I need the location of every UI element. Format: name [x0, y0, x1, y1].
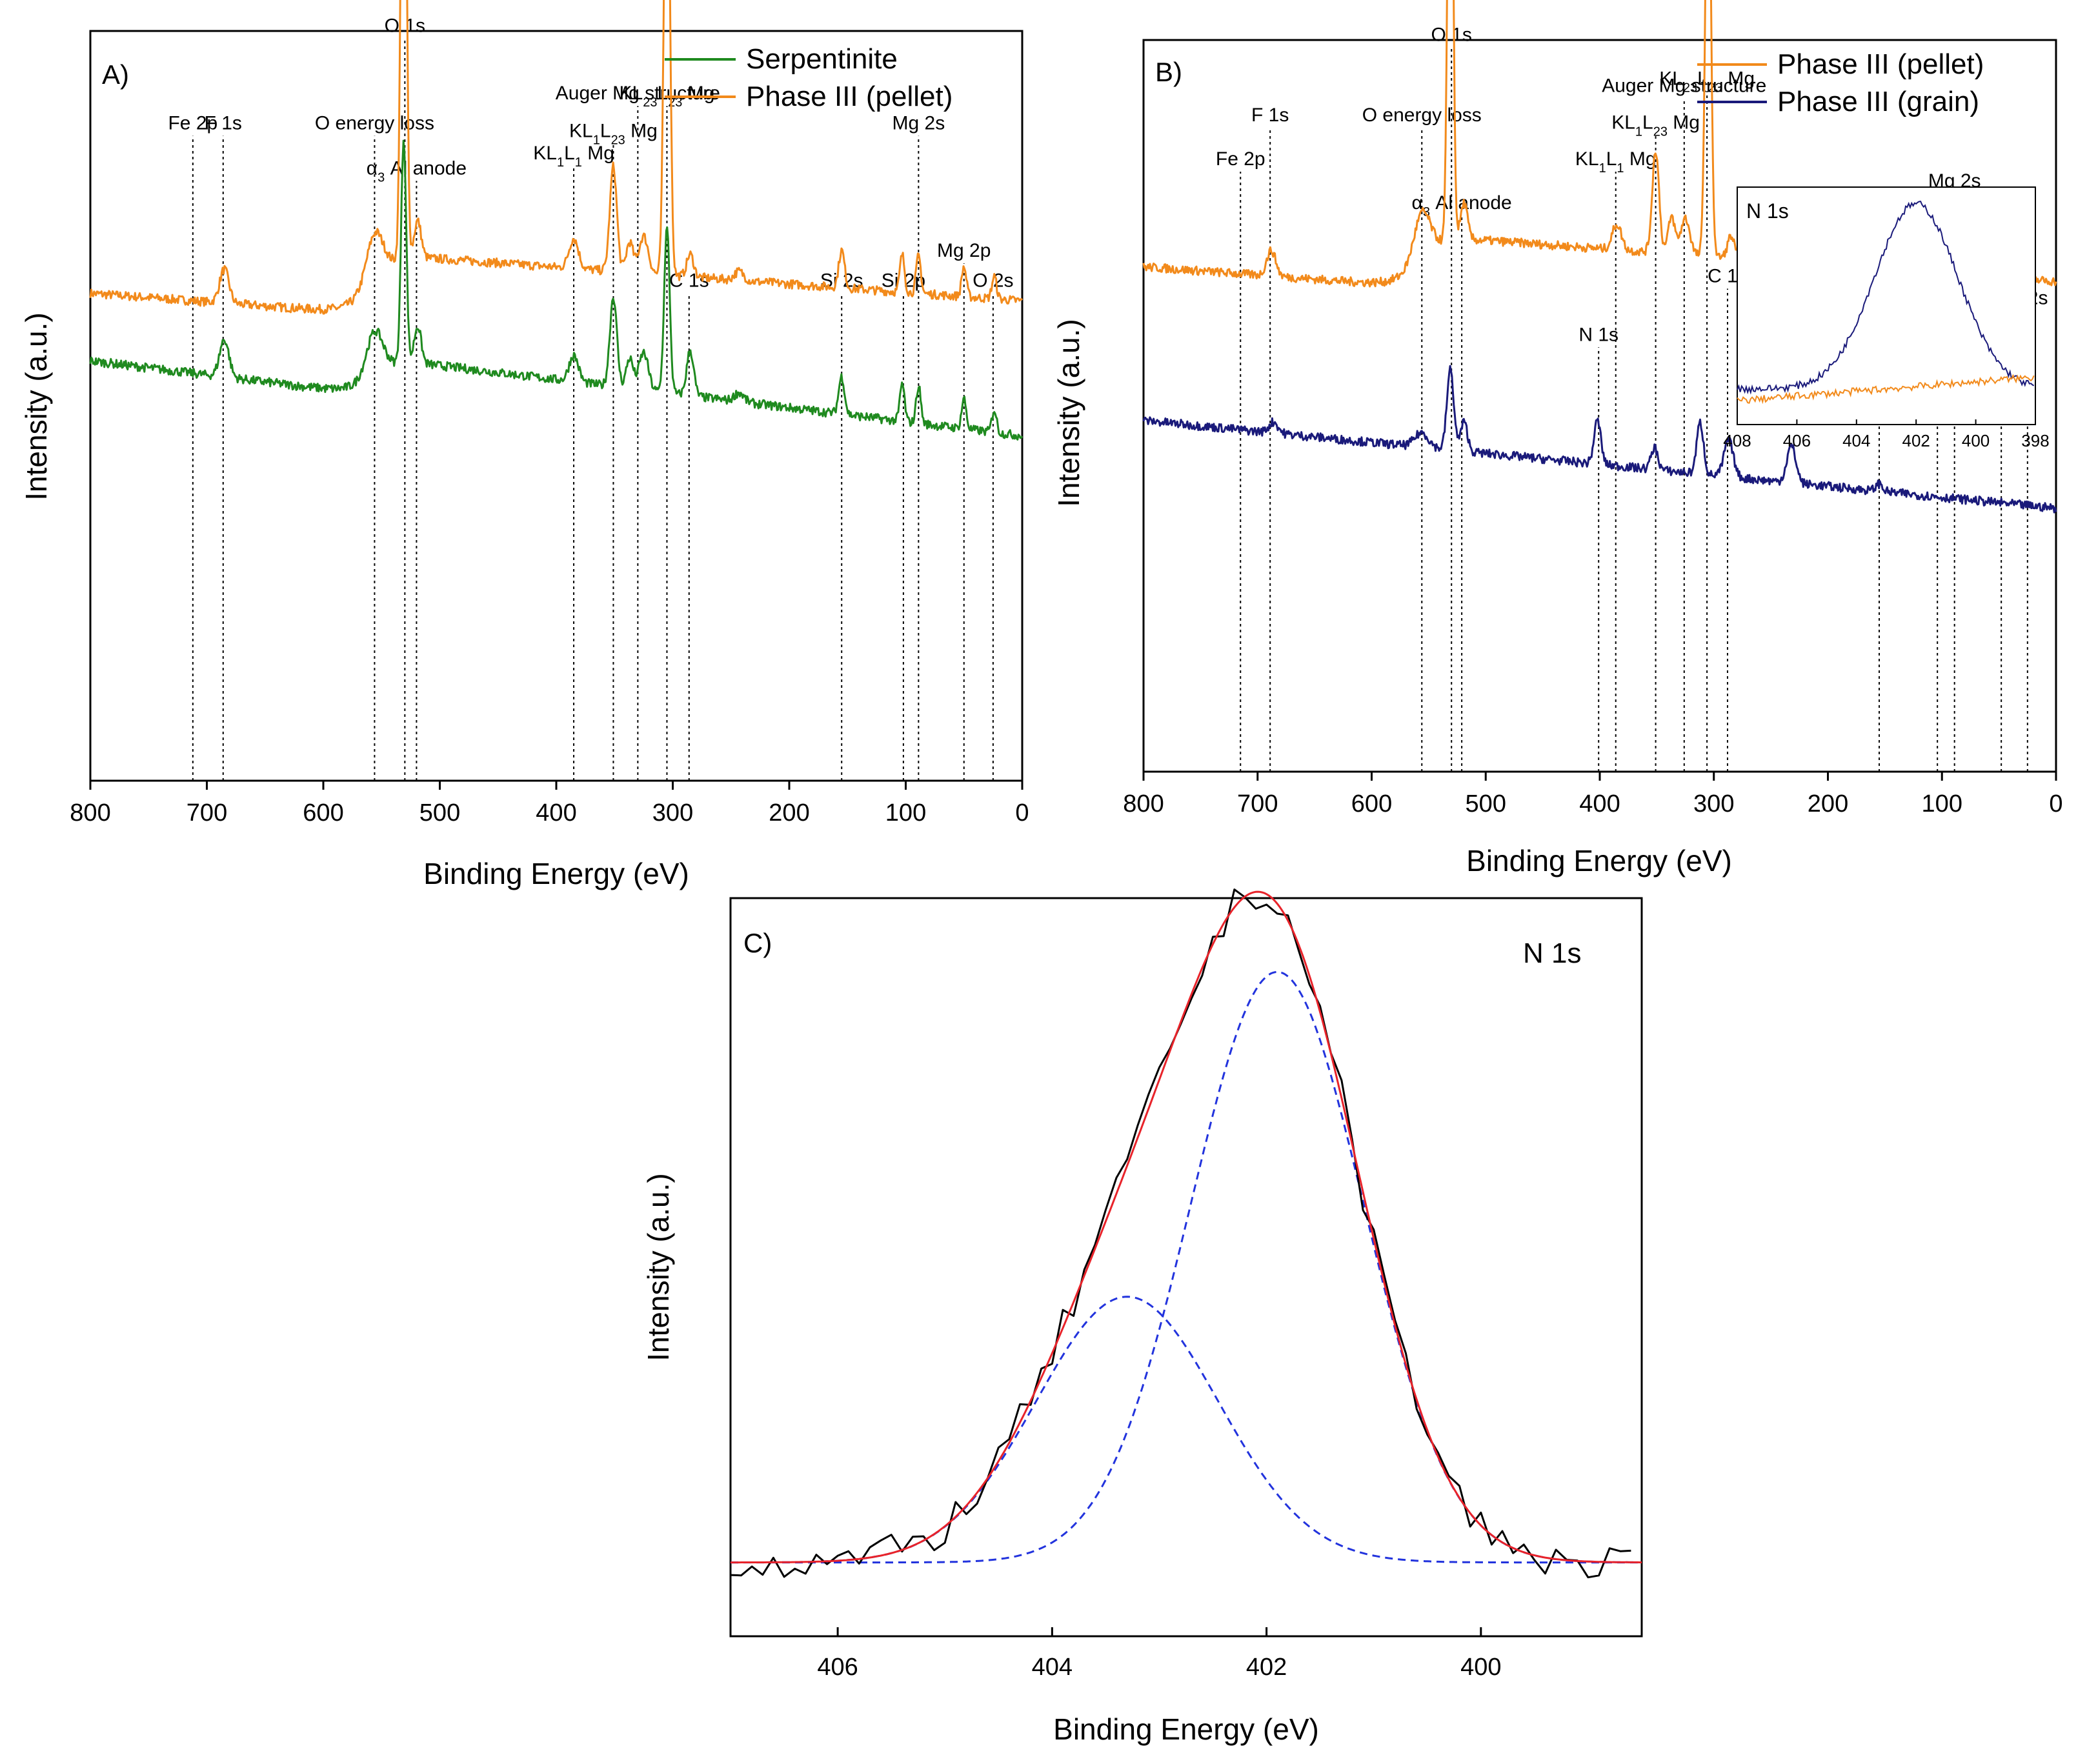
series-line-serpentinite	[89, 139, 1023, 441]
x-tick-label-404: 404	[1032, 1654, 1073, 1681]
x-tick-label-800: 800	[70, 799, 110, 827]
peak-label-auger-mg-structure: Auger Mg structure	[556, 83, 720, 104]
x-tick-label-700: 700	[187, 799, 227, 827]
inset-x-tick-label-408: 408	[1723, 431, 1751, 450]
panel-b: B) Binding Energy (eV) Intensity (a.u.) …	[1052, 0, 2063, 877]
peak-label-o-energy-loss: O energy loss	[1362, 105, 1482, 126]
x-tick-label-400: 400	[536, 799, 576, 827]
panel-c-frame	[729, 897, 1643, 1638]
panel-a-x-axis-title: Binding Energy (eV)	[423, 857, 689, 890]
x-tick-label-400: 400	[1579, 790, 1620, 817]
x-tick-label-200: 200	[1808, 790, 1848, 817]
x-tick-label-0: 0	[2049, 790, 2062, 817]
legend-label-phase-iii-grain: Phase III (grain)	[1777, 86, 1979, 117]
panel-a: A) Binding Energy (eV) Intensity (a.u.) …	[19, 0, 1029, 890]
series-line-phase-iii-grain	[1142, 365, 2057, 514]
panel-a-series	[89, 0, 1023, 441]
peak-label-mg-2s: Mg 2s	[892, 113, 945, 134]
legend-label-phase-iii-pellet: Phase III (pellet)	[746, 81, 953, 112]
x-tick-label-600: 600	[1351, 790, 1392, 817]
peak-label-kl1l1-mg: KL1L1 Mg	[533, 143, 614, 170]
x-tick-label-100: 100	[1922, 790, 1962, 817]
panel-c-label: C)	[743, 928, 772, 958]
x-tick-label-600: 600	[303, 799, 343, 827]
inset-x-tick-label-402: 402	[1902, 431, 1930, 450]
inset-title: N 1s	[1746, 199, 1789, 223]
x-tick-label-800: 800	[1123, 790, 1164, 817]
x-tick-label-200: 200	[769, 799, 809, 827]
peak-label-o-1s: O 1s	[385, 15, 425, 37]
peak-label-fe-2p: Fe 2p	[168, 113, 217, 134]
inset-x-tick-label-400: 400	[1962, 431, 1990, 450]
x-tick-label-100: 100	[885, 799, 926, 827]
peak-label-kl1l23-mg: KL1L23 Mg	[569, 120, 658, 147]
x-tick-label-300: 300	[1693, 790, 1734, 817]
inset-series	[1737, 200, 2035, 405]
panel-b-y-axis-title: Intensity (a.u.)	[1052, 319, 1085, 506]
panel-b-legend: Phase III (pellet) Phase III (grain)	[1697, 48, 1984, 117]
x-tick-label-0: 0	[1015, 799, 1029, 827]
peak-label-kl23l23-mg: KL23L23 Mg	[1659, 68, 1755, 95]
peak-label-auger-mg-structure: Auger Mg structure	[1602, 75, 1766, 97]
panel-c-y-axis-title: Intensity (a.u.)	[641, 1173, 675, 1361]
series-line-envelope-fit	[731, 890, 1642, 1564]
peak-label-o-1s: O 1s	[1431, 24, 1472, 45]
peak-label-n-1s: N 1s	[1578, 324, 1618, 345]
panel-c: C) N 1s Binding Energy (eV) Intensity (a…	[641, 888, 1643, 1746]
panel-c-series	[730, 888, 1642, 1579]
series-line-phase-iii-pellet	[89, 0, 1023, 315]
panel-b-inset: N 1s 408 406 404 402 400 398	[1723, 186, 2050, 450]
panel-a-y-axis-title: Intensity (a.u.)	[19, 312, 53, 500]
peak-label-f-1s: F 1s	[205, 113, 242, 134]
inset-x-tick-label-398: 398	[2021, 431, 2049, 450]
peak-label-kl23l23-mg: KL23L23 Mg	[620, 83, 715, 110]
panel-c-x-ticks: 406 404 402 400	[817, 1627, 1502, 1681]
panel-c-title: N 1s	[1523, 937, 1581, 969]
inset-series-line-phase-iii-grain	[1737, 200, 2035, 395]
panel-c-x-axis-title: Binding Energy (eV)	[1053, 1712, 1319, 1746]
panel-a-legend: Serpentinite Phase III (pellet)	[665, 43, 953, 112]
x-tick-label-406: 406	[817, 1654, 858, 1681]
inset-series-line-phase-iii-pellet	[1737, 374, 2035, 405]
peak-label-f-1s: F 1s	[1251, 105, 1289, 126]
series-line-component-2	[731, 1296, 1642, 1564]
x-tick-label-700: 700	[1237, 790, 1278, 817]
panel-a-x-ticks: 800 700 600 500 400 300 200 100 0	[70, 781, 1029, 827]
peak-label-o-energy-loss: O energy loss	[315, 113, 434, 134]
x-tick-label-400: 400	[1460, 1654, 1501, 1681]
peak-label-mg-2p: Mg 2p	[937, 240, 991, 261]
inset-frame	[1737, 186, 2036, 425]
inset-x-tick-label-406: 406	[1783, 431, 1811, 450]
peak-label-kl1l1-mg: KL1L1 Mg	[1575, 148, 1657, 175]
panel-b-x-ticks: 800 700 600 500 400 300 200 100 0	[1123, 772, 2063, 817]
panel-b-x-axis-title: Binding Energy (eV)	[1466, 844, 1732, 877]
peak-label-fe-2p: Fe 2p	[1216, 148, 1265, 170]
inset-x-tick-label-404: 404	[1842, 431, 1870, 450]
x-tick-label-402: 402	[1246, 1654, 1287, 1681]
legend-label-phase-iii-pellet: Phase III (pellet)	[1777, 48, 1984, 80]
panel-b-label: B)	[1155, 57, 1182, 87]
x-tick-label-500: 500	[419, 799, 460, 827]
panel-a-label: A)	[102, 59, 129, 90]
legend-label-serpentinite: Serpentinite	[746, 43, 898, 75]
x-tick-label-300: 300	[652, 799, 693, 827]
x-tick-label-500: 500	[1466, 790, 1506, 817]
inset-x-ticks: 408 406 404 402 400 398	[1723, 419, 2050, 450]
